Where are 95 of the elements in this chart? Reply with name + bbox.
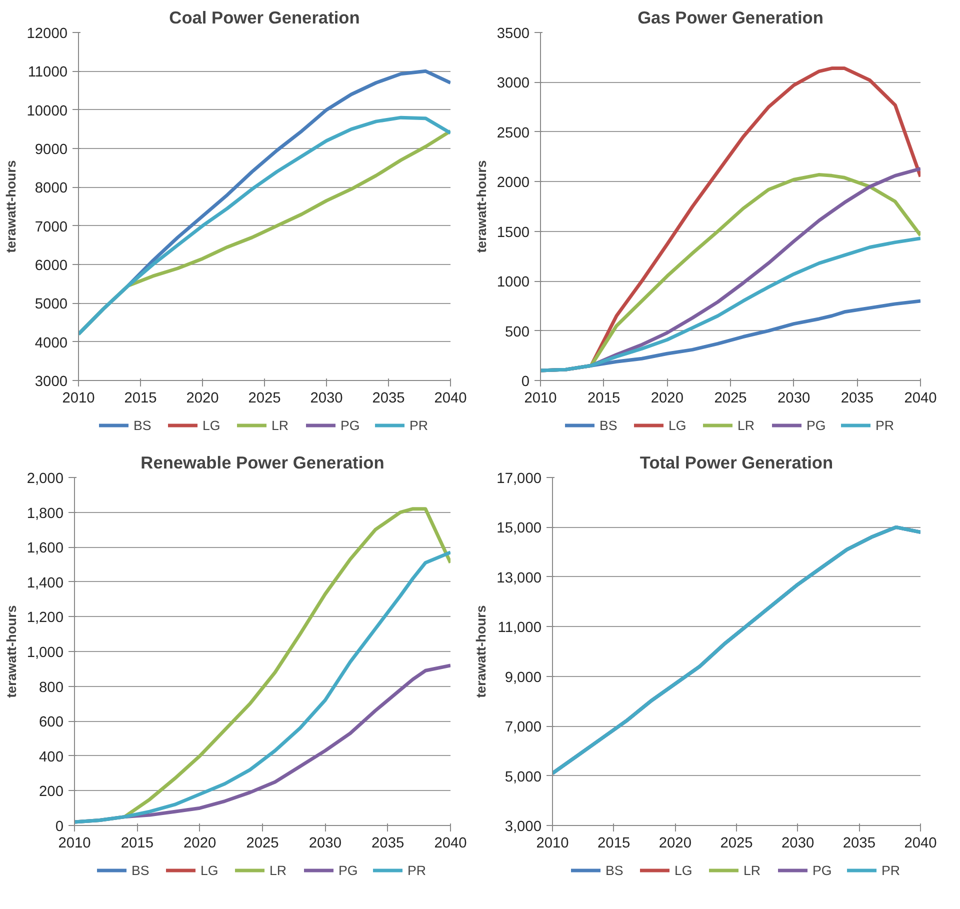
x-tick-label: 2010	[524, 390, 557, 406]
legend-label: LR	[744, 862, 762, 878]
y-axis-title: terawatt-hours	[4, 160, 19, 253]
line-series	[540, 236, 920, 372]
legend-label: LG	[200, 862, 220, 878]
chart-title: Coal Power Generation	[169, 8, 360, 28]
y-tick-label: 8000	[34, 180, 68, 197]
y-tick-label: 3,000	[504, 819, 542, 835]
legend-label: PG	[338, 862, 358, 878]
x-tick-label: 2030	[308, 836, 342, 852]
legend-label: LR	[738, 418, 756, 432]
y-tick-label: 5000	[34, 296, 68, 313]
y-tick-label: 0	[521, 374, 530, 390]
x-tick-label: 2015	[120, 836, 154, 852]
y-tick-label: 4000	[34, 335, 68, 352]
x-tick-label: 2025	[248, 390, 281, 406]
y-tick-label: 2500	[496, 125, 530, 142]
x-tick-label: 2025	[246, 836, 279, 852]
y-tick-label: 600	[39, 714, 64, 731]
y-tick-label: 11,000	[498, 620, 542, 636]
legend-label: BS	[606, 862, 624, 878]
x-tick-label: 2020	[186, 390, 219, 406]
y-tick-label: 2,000	[26, 471, 64, 487]
x-tick-label: 2010	[58, 836, 91, 852]
x-tick-label: 2020	[650, 390, 684, 406]
y-axis-title: terawatt-hours	[4, 605, 19, 698]
y-tick-label: 500	[505, 324, 530, 340]
legend-label: LG	[668, 418, 688, 432]
legend-label: LG	[202, 418, 222, 432]
y-tick-label: 6000	[34, 258, 68, 274]
y-tick-label: 9000	[34, 142, 68, 158]
x-tick-label: 2015	[124, 390, 157, 406]
legend-label: BS	[600, 418, 618, 432]
y-tick-label: 3000	[34, 374, 68, 390]
x-tick-label: 2025	[720, 836, 753, 852]
x-tick-label: 2010	[62, 390, 95, 406]
y-tick-label: 2000	[496, 175, 530, 192]
y-axis-title: terawatt-hours	[474, 160, 489, 253]
legend-label: BS	[132, 862, 150, 878]
x-tick-label: 2030	[310, 390, 343, 406]
x-tick-label: 2015	[598, 836, 630, 852]
y-tick-label: 7000	[34, 219, 68, 236]
x-tick-label: 2040	[434, 836, 467, 852]
x-tick-label: 2035	[842, 836, 876, 852]
x-tick-label: 2020	[658, 836, 692, 852]
legend-label: PG	[340, 418, 360, 432]
y-tick-label: 800	[39, 680, 64, 696]
y-tick-label: 3000	[496, 76, 530, 92]
y-tick-label: 400	[39, 749, 64, 766]
y-tick-label: 17,000	[496, 471, 542, 487]
x-tick-label: 2030	[778, 390, 810, 406]
y-tick-label: 10000	[26, 103, 68, 120]
legend-label: LR	[270, 862, 288, 878]
line-series	[552, 525, 920, 776]
legend-label: PG	[806, 418, 826, 432]
y-tick-label: 1500	[496, 224, 530, 241]
y-tick-label: 15,000	[496, 520, 542, 537]
y-tick-label: 1,400	[26, 575, 64, 592]
x-tick-label: 2010	[536, 836, 569, 852]
legend-label: PR	[882, 862, 902, 878]
x-tick-label: 2040	[904, 836, 937, 852]
x-tick-label: 2025	[714, 390, 747, 406]
y-tick-label: 1,800	[26, 506, 64, 522]
y-tick-label: 13,000	[496, 570, 542, 586]
legend-label: BS	[134, 418, 152, 432]
x-tick-label: 2035	[840, 390, 874, 406]
legend-label: PR	[408, 862, 428, 878]
x-tick-label: 2040	[434, 390, 467, 406]
chart-title: Renewable Power Generation	[140, 452, 384, 472]
y-tick-label: 9,000	[504, 670, 542, 686]
x-tick-label: 2040	[904, 390, 937, 406]
y-tick-label: 5,000	[504, 769, 542, 786]
y-tick-label: 11000	[28, 64, 68, 81]
legend-label: LR	[272, 418, 290, 432]
legend-label: PR	[876, 418, 896, 432]
y-tick-label: 1,000	[26, 645, 64, 661]
y-tick-label: 7,000	[504, 720, 542, 736]
y-tick-label: 3500	[496, 26, 530, 42]
legend-label: PR	[410, 418, 430, 432]
y-tick-label: 1000	[496, 274, 530, 291]
y-tick-label: 12000	[26, 26, 68, 42]
x-tick-label: 2015	[588, 390, 620, 406]
chart-title: Gas Power Generation	[638, 8, 824, 28]
x-tick-label: 2030	[782, 836, 814, 852]
y-axis-title: terawatt-hours	[474, 605, 489, 698]
x-tick-label: 2020	[184, 836, 216, 852]
chart-title: Total Power Generation	[640, 452, 834, 472]
y-tick-label: 0	[55, 819, 64, 835]
legend-label: PG	[812, 862, 832, 878]
y-tick-label: 1,200	[26, 610, 64, 626]
x-tick-label: 2035	[372, 836, 404, 852]
legend-label: LG	[674, 862, 694, 878]
y-tick-label: 1,600	[26, 540, 64, 557]
x-tick-label: 2035	[372, 390, 405, 406]
y-tick-label: 200	[39, 784, 64, 800]
